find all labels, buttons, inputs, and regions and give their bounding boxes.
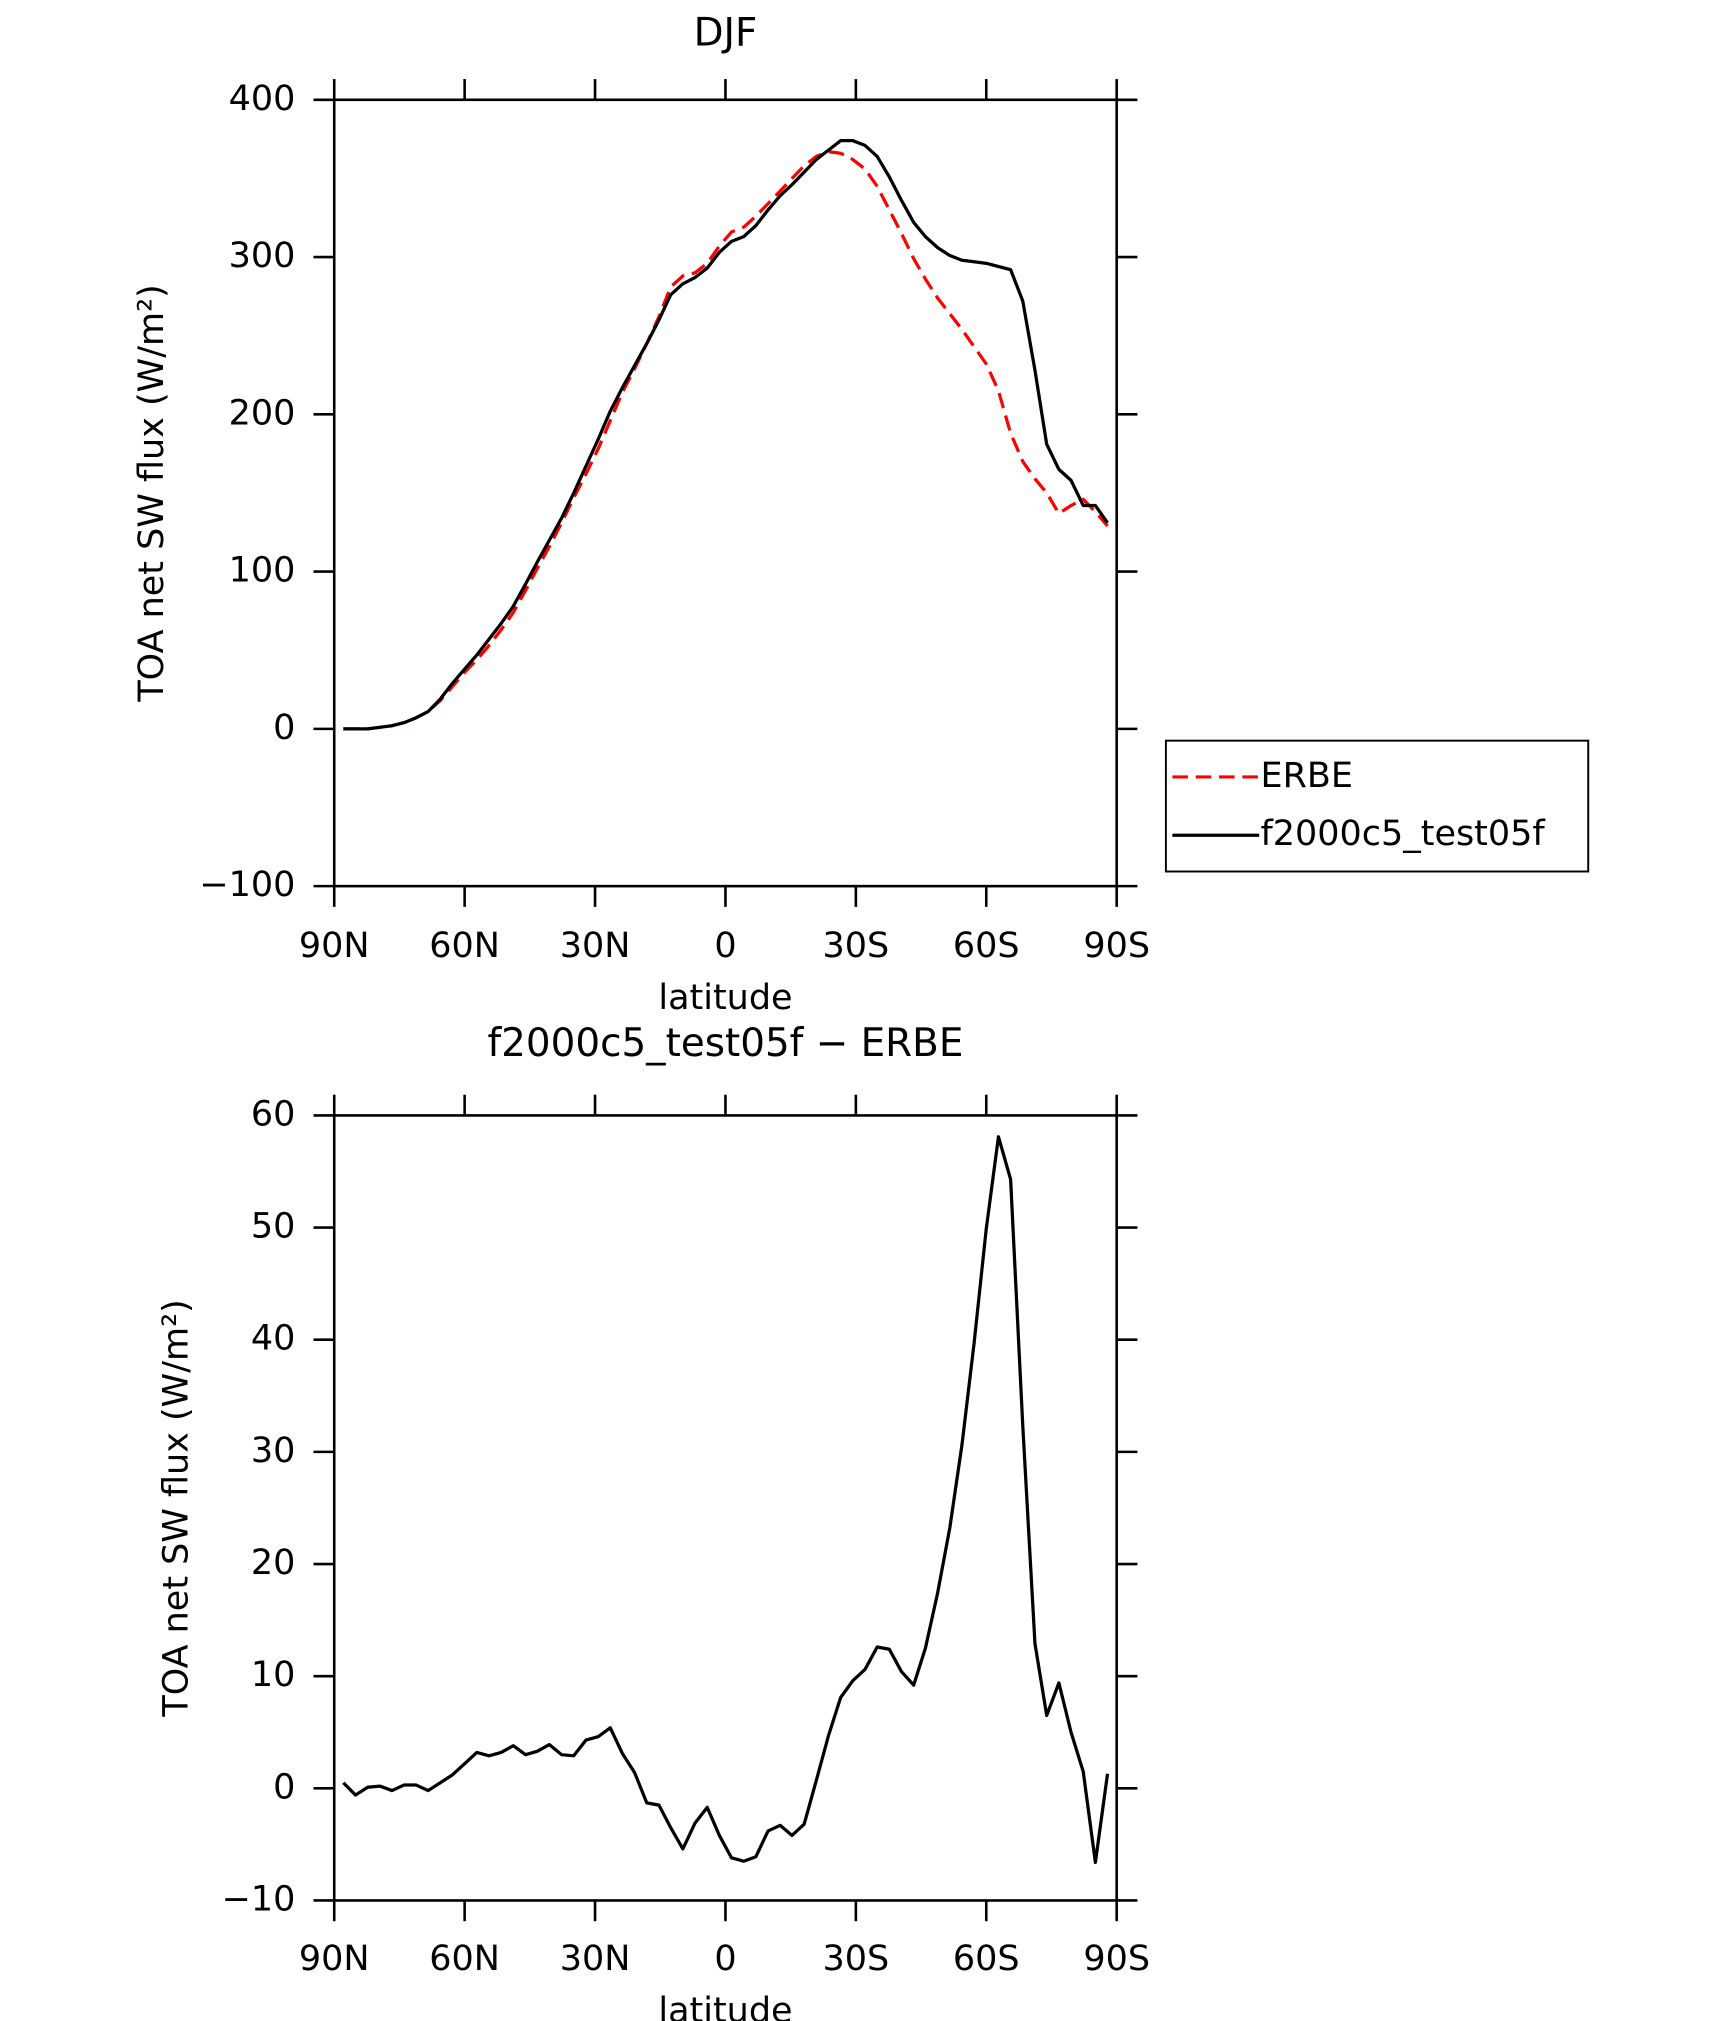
y-tick-label: 10 <box>251 1655 296 1695</box>
data-line <box>342 1135 1110 1864</box>
x-tick-label: 60S <box>953 1939 1020 1979</box>
x-tick-label: 30S <box>823 1939 890 1979</box>
data-line <box>343 150 1109 731</box>
y-axis-label: TOA net SW flux (W/m²) <box>156 1299 196 1717</box>
legend-box <box>1164 739 1590 873</box>
y-axis-label: TOA net SW flux (W/m²) <box>132 284 172 702</box>
y-tick-label: 300 <box>229 236 296 276</box>
x-tick-label: 0 <box>714 1939 736 1979</box>
x-axis-label: latitude <box>658 1991 792 2021</box>
y-tick-label: 100 <box>229 551 296 591</box>
y-tick-label: 60 <box>251 1094 296 1134</box>
x-tick-label: 30N <box>560 926 631 966</box>
y-tick-label: 0 <box>273 708 295 748</box>
plot-frame <box>332 1114 1118 1902</box>
x-tick-label: 60N <box>429 926 500 966</box>
y-tick-label: 40 <box>251 1319 296 1359</box>
y-tick-label: 50 <box>251 1207 296 1247</box>
x-tick-label: 90N <box>299 926 370 966</box>
x-tick-label: 90S <box>1083 926 1150 966</box>
y-tick-label: 0 <box>273 1767 295 1807</box>
y-tick-label: 30 <box>251 1431 296 1471</box>
plot-frame <box>332 98 1118 888</box>
x-tick-label: 60S <box>953 926 1020 966</box>
y-tick-label: −100 <box>199 865 295 905</box>
x-tick-label: 90S <box>1083 1939 1150 1979</box>
y-tick-label: 20 <box>251 1543 296 1583</box>
x-tick-label: 30S <box>823 926 890 966</box>
y-tick-label: −10 <box>222 1879 296 1919</box>
legend-label: f2000c5_test05f <box>1260 814 1545 854</box>
x-tick-label: 30N <box>560 1939 631 1979</box>
x-axis-label: latitude <box>658 978 792 1018</box>
legend-label: ERBE <box>1260 756 1352 796</box>
chart-title: DJF <box>694 11 758 56</box>
x-tick-label: 0 <box>714 926 736 966</box>
x-tick-label: 60N <box>429 1939 500 1979</box>
chart-title: f2000c5_test05f − ERBE <box>488 1021 964 1066</box>
x-tick-label: 90N <box>299 1939 370 1979</box>
data-line <box>343 139 1109 731</box>
y-tick-label: 200 <box>229 393 296 433</box>
y-tick-label: 400 <box>229 79 296 119</box>
